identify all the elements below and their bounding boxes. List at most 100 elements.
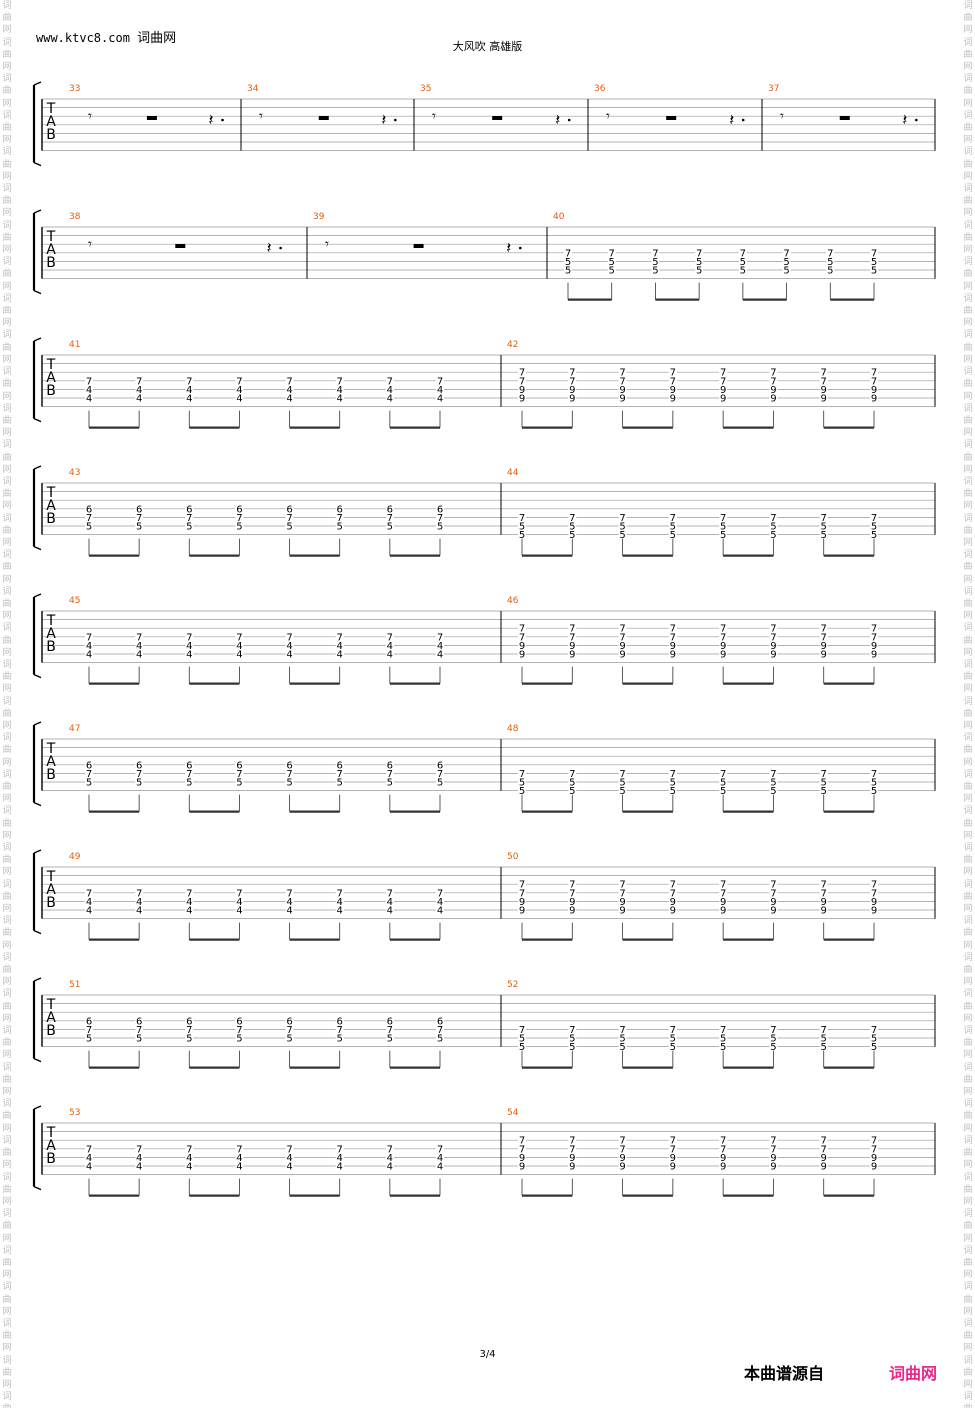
fret-number: 7 bbox=[337, 376, 343, 387]
quarter-rest: 𝄽 bbox=[267, 238, 272, 257]
fret-bg bbox=[618, 384, 627, 394]
fret-number: 7 bbox=[871, 1144, 877, 1155]
fret-bg bbox=[235, 896, 244, 906]
fret-number: 9 bbox=[770, 650, 776, 661]
watermark-char: 网 bbox=[963, 25, 973, 36]
fret-number: 7 bbox=[821, 880, 827, 891]
watermark-char: 曲 bbox=[2, 1257, 12, 1268]
measure-number: 51 bbox=[69, 980, 80, 990]
fret-number: 5 bbox=[871, 786, 877, 797]
fret-number: 7 bbox=[519, 368, 525, 379]
tab-clef-letter: A bbox=[46, 626, 56, 642]
fret-bg bbox=[235, 1015, 244, 1025]
fret-bg bbox=[436, 512, 444, 522]
fret-bg bbox=[769, 640, 778, 650]
fret-bg bbox=[135, 887, 144, 897]
song-title: 大风吹 高雄版 bbox=[452, 40, 523, 53]
fret-bg bbox=[618, 905, 627, 914]
fret-number: 9 bbox=[720, 385, 726, 396]
fret-number: 5 bbox=[136, 1034, 142, 1045]
fret-bg bbox=[668, 768, 677, 778]
fret-bg bbox=[235, 512, 244, 522]
fret-bg bbox=[870, 375, 878, 385]
watermark-char: 词 bbox=[963, 513, 973, 524]
watermark-char: 网 bbox=[963, 464, 973, 475]
watermark-char: 词 bbox=[963, 367, 973, 378]
fret-number: 7 bbox=[86, 376, 92, 387]
watermark-char: 网 bbox=[2, 318, 12, 329]
fret-number: 7 bbox=[770, 376, 776, 387]
fret-number: 7 bbox=[437, 769, 443, 780]
fret-number: 5 bbox=[619, 530, 625, 541]
fret-bg bbox=[870, 1033, 878, 1042]
watermark-char: 词 bbox=[2, 367, 12, 378]
fret-number: 9 bbox=[871, 385, 877, 396]
fret-number: 4 bbox=[337, 650, 343, 661]
fret-bg bbox=[719, 393, 728, 402]
watermark-char: 曲 bbox=[963, 1074, 973, 1085]
fret-bg bbox=[819, 393, 828, 402]
fret-bg bbox=[668, 375, 677, 385]
watermark-char: 网 bbox=[963, 1343, 973, 1354]
fret-number: 5 bbox=[437, 522, 443, 533]
watermark-char: 词 bbox=[2, 147, 12, 158]
fret-number: 4 bbox=[86, 1162, 92, 1173]
watermark-char: 词 bbox=[963, 1392, 973, 1403]
watermark-char: 词 bbox=[963, 769, 973, 780]
watermark-char: 词 bbox=[963, 403, 973, 414]
fret-number: 5 bbox=[86, 778, 92, 789]
watermark-char: 网 bbox=[963, 720, 973, 731]
fret-number: 9 bbox=[821, 1153, 827, 1164]
fret-number: 7 bbox=[720, 1025, 726, 1036]
fret-bg bbox=[769, 1024, 778, 1034]
quarter-rest: 𝄽 bbox=[209, 110, 214, 129]
eighth-rest: 𝄾 bbox=[606, 107, 610, 125]
fret-bg bbox=[335, 631, 344, 641]
watermark-char: 网 bbox=[963, 501, 973, 512]
fret-number: 5 bbox=[770, 1042, 776, 1053]
fret-number: 7 bbox=[619, 888, 625, 899]
quarter-rest: 𝄽 bbox=[506, 238, 511, 257]
fret-number: 5 bbox=[652, 266, 658, 277]
fret-number: 7 bbox=[720, 888, 726, 899]
watermark-char: 网 bbox=[2, 1087, 12, 1098]
fret-number: 7 bbox=[871, 880, 877, 891]
fret-number: 7 bbox=[519, 769, 525, 780]
fret-bg bbox=[235, 905, 244, 914]
fret-number: 5 bbox=[821, 786, 827, 797]
watermark-char: 曲 bbox=[963, 928, 973, 939]
fret-number: 5 bbox=[783, 257, 789, 268]
source-label: 本曲谱源自 bbox=[744, 1364, 825, 1383]
fret-bg bbox=[826, 265, 835, 274]
fret-number: 7 bbox=[387, 632, 393, 643]
watermark-char: 曲 bbox=[963, 489, 973, 500]
fret-bg bbox=[185, 887, 194, 897]
tab-clef-letter: B bbox=[46, 639, 56, 655]
fret-number: 5 bbox=[652, 257, 658, 268]
watermark-char: 曲 bbox=[2, 415, 12, 426]
watermark-char: 曲 bbox=[2, 928, 12, 939]
fret-bg bbox=[769, 623, 778, 633]
fret-number: 7 bbox=[770, 632, 776, 643]
watermark-char: 词 bbox=[2, 330, 12, 341]
fret-number: 5 bbox=[821, 530, 827, 541]
fret-number: 7 bbox=[740, 248, 746, 259]
measure-number: 39 bbox=[313, 212, 325, 222]
fret-bg bbox=[870, 879, 878, 889]
fret-bg bbox=[568, 1161, 577, 1170]
fret-number: 5 bbox=[670, 1034, 676, 1045]
half-rest bbox=[839, 116, 850, 120]
watermark-char: 曲 bbox=[2, 635, 12, 646]
fret-number: 7 bbox=[821, 769, 827, 780]
fret-number: 4 bbox=[437, 641, 443, 652]
watermark-char: 曲 bbox=[0, 1403, 14, 1408]
fret-number: 4 bbox=[437, 906, 443, 917]
system-bracket bbox=[33, 673, 42, 679]
fret-number: 7 bbox=[821, 1136, 827, 1147]
watermark-char: 词 bbox=[2, 550, 12, 561]
fret-bg bbox=[870, 393, 878, 402]
fret-bg bbox=[668, 896, 677, 906]
measure-number: 34 bbox=[247, 84, 259, 94]
fret-bg bbox=[436, 631, 444, 641]
measure-number: 36 bbox=[594, 84, 606, 94]
